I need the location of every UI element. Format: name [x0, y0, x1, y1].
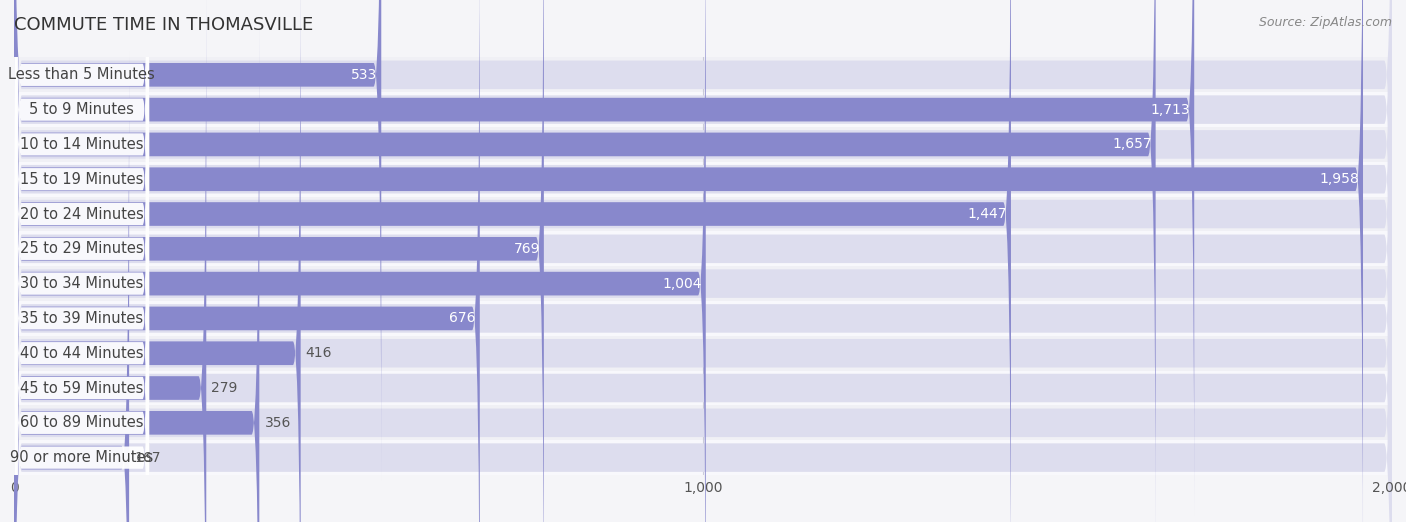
FancyBboxPatch shape	[14, 0, 1392, 522]
Text: 40 to 44 Minutes: 40 to 44 Minutes	[20, 346, 143, 361]
FancyBboxPatch shape	[14, 0, 301, 522]
FancyBboxPatch shape	[14, 0, 706, 522]
Text: 279: 279	[211, 381, 238, 395]
Text: Less than 5 Minutes: Less than 5 Minutes	[8, 67, 155, 82]
Text: 533: 533	[352, 68, 377, 82]
Text: 30 to 34 Minutes: 30 to 34 Minutes	[20, 276, 143, 291]
Text: 45 to 59 Minutes: 45 to 59 Minutes	[20, 381, 143, 396]
FancyBboxPatch shape	[14, 51, 149, 522]
FancyBboxPatch shape	[14, 0, 149, 522]
FancyBboxPatch shape	[14, 0, 1156, 522]
FancyBboxPatch shape	[14, 0, 149, 522]
FancyBboxPatch shape	[14, 0, 149, 522]
Text: Source: ZipAtlas.com: Source: ZipAtlas.com	[1258, 16, 1392, 29]
Bar	[14, 440, 1392, 475]
Text: 1,657: 1,657	[1112, 137, 1152, 151]
Bar	[14, 162, 1392, 197]
Text: 15 to 19 Minutes: 15 to 19 Minutes	[20, 172, 143, 187]
FancyBboxPatch shape	[14, 0, 149, 522]
FancyBboxPatch shape	[14, 86, 149, 522]
FancyBboxPatch shape	[14, 0, 1011, 522]
Bar	[14, 266, 1392, 301]
FancyBboxPatch shape	[14, 0, 1392, 522]
Text: 676: 676	[450, 312, 477, 325]
Text: 416: 416	[305, 346, 332, 360]
FancyBboxPatch shape	[14, 0, 1392, 478]
FancyBboxPatch shape	[14, 0, 1392, 522]
FancyBboxPatch shape	[14, 0, 1392, 522]
Bar	[14, 197, 1392, 231]
FancyBboxPatch shape	[14, 0, 149, 516]
FancyBboxPatch shape	[14, 0, 1362, 522]
Text: 1,004: 1,004	[662, 277, 702, 291]
Bar	[14, 406, 1392, 440]
FancyBboxPatch shape	[14, 0, 1392, 522]
Text: COMMUTE TIME IN THOMASVILLE: COMMUTE TIME IN THOMASVILLE	[14, 16, 314, 33]
FancyBboxPatch shape	[14, 0, 1392, 513]
Text: 60 to 89 Minutes: 60 to 89 Minutes	[20, 416, 143, 430]
Bar	[14, 127, 1392, 162]
Bar	[14, 57, 1392, 92]
Text: 10 to 14 Minutes: 10 to 14 Minutes	[20, 137, 143, 152]
Bar	[14, 371, 1392, 406]
FancyBboxPatch shape	[14, 0, 381, 481]
FancyBboxPatch shape	[14, 0, 149, 446]
FancyBboxPatch shape	[14, 121, 149, 522]
FancyBboxPatch shape	[14, 0, 149, 481]
Text: 35 to 39 Minutes: 35 to 39 Minutes	[20, 311, 143, 326]
Text: 5 to 9 Minutes: 5 to 9 Minutes	[30, 102, 135, 117]
Text: 769: 769	[513, 242, 540, 256]
FancyBboxPatch shape	[14, 17, 259, 522]
Text: 1,958: 1,958	[1319, 172, 1360, 186]
FancyBboxPatch shape	[14, 19, 1392, 522]
Bar	[14, 301, 1392, 336]
FancyBboxPatch shape	[14, 16, 149, 522]
Text: 25 to 29 Minutes: 25 to 29 Minutes	[20, 241, 143, 256]
FancyBboxPatch shape	[14, 0, 1194, 515]
Bar	[14, 92, 1392, 127]
FancyBboxPatch shape	[14, 0, 544, 522]
Bar	[14, 231, 1392, 266]
FancyBboxPatch shape	[14, 0, 1392, 522]
FancyBboxPatch shape	[14, 52, 129, 522]
FancyBboxPatch shape	[14, 0, 207, 522]
FancyBboxPatch shape	[14, 0, 1392, 522]
Text: 356: 356	[264, 416, 291, 430]
Text: 20 to 24 Minutes: 20 to 24 Minutes	[20, 207, 143, 221]
FancyBboxPatch shape	[14, 54, 1392, 522]
Bar	[14, 336, 1392, 371]
FancyBboxPatch shape	[14, 0, 479, 522]
Text: 167: 167	[134, 450, 160, 465]
Text: 1,447: 1,447	[967, 207, 1007, 221]
Text: 90 or more Minutes: 90 or more Minutes	[10, 450, 153, 465]
Text: 1,713: 1,713	[1150, 103, 1191, 116]
FancyBboxPatch shape	[14, 0, 1392, 522]
FancyBboxPatch shape	[14, 0, 149, 412]
